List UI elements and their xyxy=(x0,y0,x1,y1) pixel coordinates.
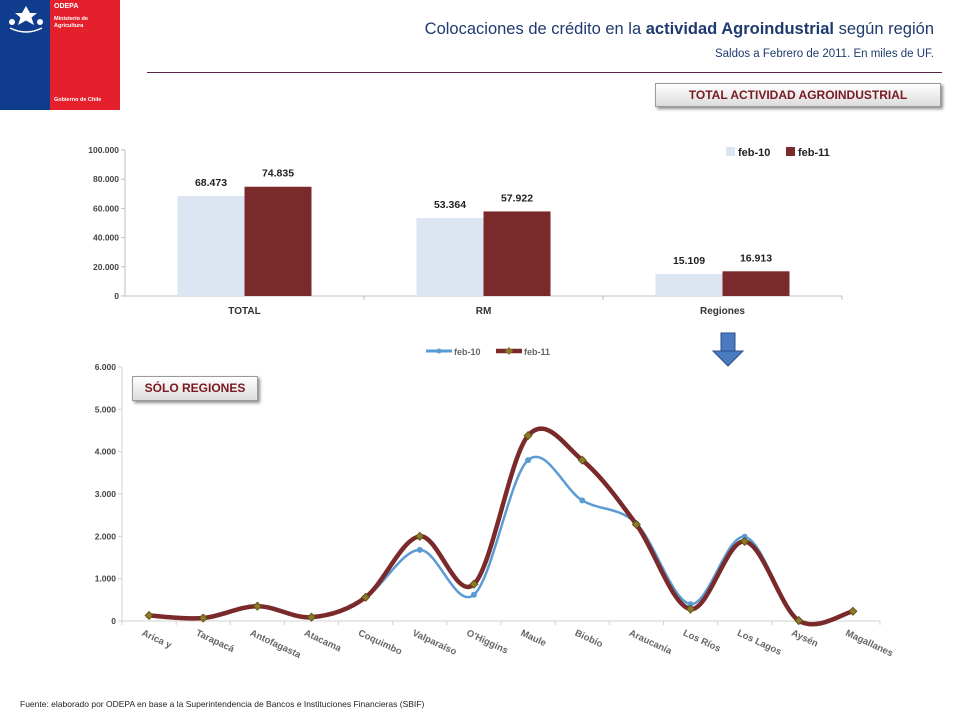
page-title: Colocaciones de crédito en la actividad … xyxy=(425,20,934,39)
line-category-label: Magallanes xyxy=(844,628,895,660)
line-legend-label: feb-10 xyxy=(454,347,481,357)
line-category-label: Valparaíso xyxy=(411,628,459,658)
title-suffix: según región xyxy=(834,20,934,38)
bar-legend-swatch xyxy=(786,147,795,156)
bar-data-label: 74.835 xyxy=(262,168,294,180)
point-feb-10 xyxy=(579,497,586,504)
point-feb-10 xyxy=(687,601,694,608)
bar-data-label: 53.364 xyxy=(434,199,466,211)
line-y-tick-label: 3.000 xyxy=(95,489,117,499)
logo-ministry: Ministerio de Agricultura xyxy=(54,16,88,29)
line-y-tick-label: 2.000 xyxy=(95,531,117,541)
bar-feb-10 xyxy=(655,273,723,296)
line-legend-label: feb-11 xyxy=(524,347,550,357)
line-y-tick-label: 6.000 xyxy=(95,362,117,372)
bar-feb-10 xyxy=(416,218,484,296)
point-feb-11 xyxy=(794,616,804,626)
logo-government: Gobierno de Chile xyxy=(54,97,102,103)
series-line-feb-11 xyxy=(148,426,854,627)
line-category-label: Maule xyxy=(519,628,548,649)
point-feb-11 xyxy=(469,579,479,589)
logo-red-panel xyxy=(50,0,120,110)
regions-only-banner: SÓLO REGIONES xyxy=(132,376,258,401)
line-legend-marker xyxy=(436,348,442,354)
line-category-label: Atacama xyxy=(302,628,343,655)
line-category-label: Araucanía xyxy=(627,628,674,658)
line-category-label: O'Higgins xyxy=(465,628,510,657)
bar-feb-10 xyxy=(177,196,245,296)
point-feb-11 xyxy=(198,613,208,623)
point-feb-11 xyxy=(306,612,317,622)
bar-data-label: 57.922 xyxy=(501,192,533,204)
point-feb-11 xyxy=(577,455,587,465)
point-feb-11 xyxy=(252,601,262,611)
point-feb-11 xyxy=(685,604,696,614)
logo-org-name: ODEPA xyxy=(54,3,79,10)
bar-y-tick-label: 40.000 xyxy=(93,233,119,243)
line-category-label: Coquimbo xyxy=(356,628,403,658)
bar-y-tick-label: 60.000 xyxy=(93,203,119,213)
line-y-tick-label: 0 xyxy=(111,616,116,626)
line-category-label: Los Lagos xyxy=(735,628,783,658)
bar-legend-label: feb-11 xyxy=(798,147,830,159)
gobierno-logo: ODEPA Ministerio de Agricultura Gobierno… xyxy=(0,0,120,110)
bar-y-tick-label: 20.000 xyxy=(93,262,119,272)
point-feb-11 xyxy=(848,606,858,616)
bar-data-label: 16.913 xyxy=(740,252,772,264)
line-category-label: Tarapacá xyxy=(194,628,236,656)
bar-chart: 100.000 80.000 60.000 40.000 20.000 0 TOTAL 68.… xyxy=(88,145,843,317)
line-category-label: Los Ríos xyxy=(681,628,722,655)
point-feb-10 xyxy=(416,546,423,553)
total-activity-banner: TOTAL ACTIVIDAD AGROINDUSTRIAL xyxy=(655,83,941,107)
point-feb-11 xyxy=(415,531,425,541)
bar-data-label: 15.109 xyxy=(673,255,705,267)
line-y-tick-label: 1.000 xyxy=(95,574,117,584)
point-feb-11 xyxy=(740,536,750,546)
bar-category-label: Regiones xyxy=(700,306,745,317)
line-y-tick-label: 5.000 xyxy=(95,404,117,414)
header-divider xyxy=(147,72,942,73)
chile-crest-icon xyxy=(9,6,43,33)
bar-category-label: TOTAL xyxy=(228,306,260,317)
down-arrow-icon xyxy=(711,332,745,367)
line-legend-marker xyxy=(505,347,513,355)
point-feb-11 xyxy=(361,592,371,602)
bar-feb-11 xyxy=(483,211,551,296)
point-feb-11 xyxy=(144,610,154,621)
bar-y-tick-label: 0 xyxy=(114,291,119,301)
point-feb-10 xyxy=(470,591,477,598)
bar-feb-11 xyxy=(244,186,312,296)
bar-data-label: 68.473 xyxy=(195,177,227,189)
point-feb-10 xyxy=(525,457,532,464)
bar-y-tick-label: 100.000 xyxy=(88,145,119,155)
line-category-label: Antofagasta xyxy=(248,628,303,661)
bar-legend-swatch xyxy=(726,147,735,156)
source-footnote: Fuente: elaborado por ODEPA en base a la… xyxy=(20,699,425,709)
line-category-label: Arica y xyxy=(140,628,174,652)
page-subtitle: Saldos a Febrero de 2011. En miles de UF… xyxy=(714,48,934,60)
line-category-label: Biobío xyxy=(573,628,605,651)
point-feb-11 xyxy=(631,519,641,530)
bar-legend-label: feb-10 xyxy=(738,147,770,159)
bar-feb-11 xyxy=(722,271,790,296)
title-prefix: Colocaciones de crédito en la xyxy=(424,20,646,38)
bar-category-label: RM xyxy=(476,306,492,317)
bar-y-tick-label: 80.000 xyxy=(93,174,119,184)
line-y-tick-label: 4.000 xyxy=(95,447,117,457)
point-feb-10 xyxy=(741,533,748,540)
title-bold: actividad Agroindustrial xyxy=(645,20,834,38)
point-feb-11 xyxy=(523,431,533,441)
line-category-label: Aysén xyxy=(790,628,820,650)
